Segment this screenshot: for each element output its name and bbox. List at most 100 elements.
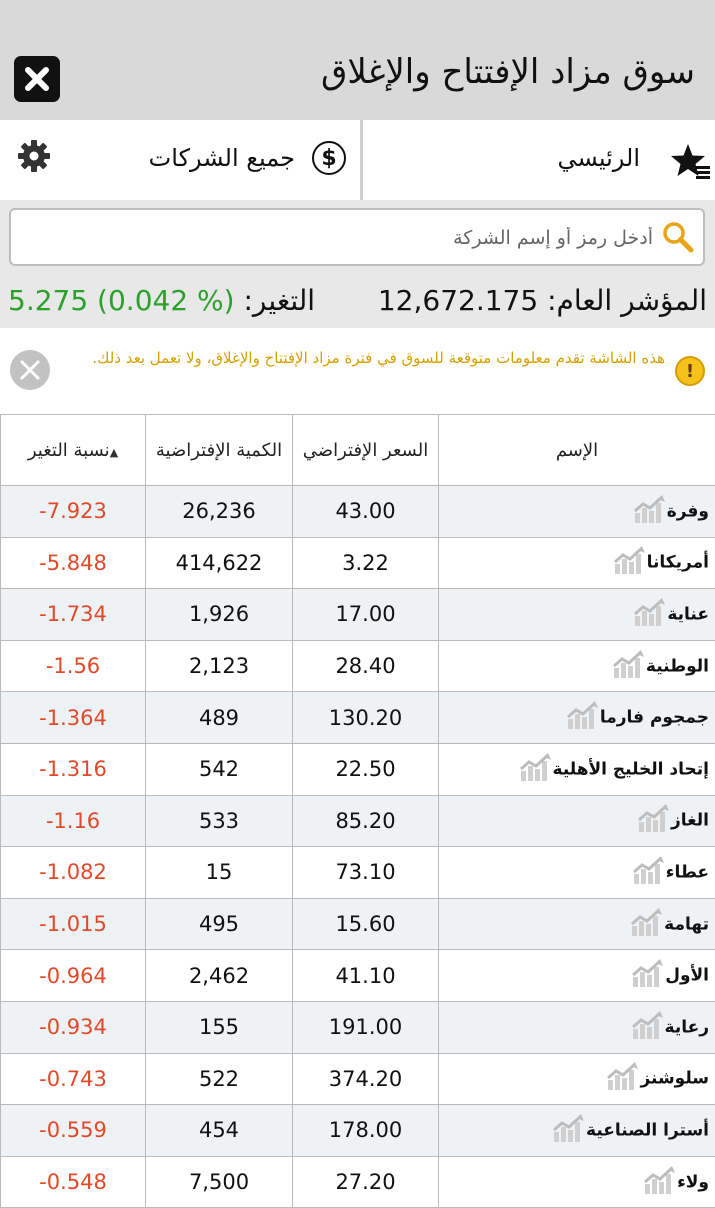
chart-icon[interactable] (631, 1009, 665, 1046)
chart-icon[interactable] (606, 1060, 640, 1097)
nav-divider (360, 120, 363, 200)
company-name: الوطنية (646, 656, 709, 676)
price-cell: 17.00 (293, 589, 439, 641)
name-cell: عطاء (439, 847, 715, 899)
qty-cell: 2,462 (146, 950, 293, 1002)
change-cell: -0.559 (1, 1105, 146, 1157)
chart-icon[interactable] (613, 544, 647, 581)
name-cell: إتحاد الخليج الأهلية (439, 743, 715, 795)
chart-icon[interactable] (552, 1112, 586, 1149)
chart-icon[interactable] (630, 906, 664, 943)
dismiss-notice-button[interactable] (10, 350, 50, 390)
company-name: الغاز (671, 811, 709, 831)
gear-icon[interactable] (16, 138, 52, 178)
name-cell: جمجوم فارما (439, 692, 715, 744)
header-change-label: نسبة التغير (28, 440, 110, 461)
change-cell: -1.364 (1, 692, 146, 744)
name-cell: أمريكانا (439, 537, 715, 589)
index-summary: المؤشر العام: 12,672.175 التغير: 5.275 (… (0, 272, 715, 328)
qty-cell: 454 (146, 1105, 293, 1157)
qty-cell: 489 (146, 692, 293, 744)
price-cell: 191.00 (293, 1001, 439, 1053)
chart-icon[interactable] (633, 493, 667, 530)
qty-cell: 7,500 (146, 1156, 293, 1208)
search-box (9, 208, 705, 266)
header-name[interactable]: الإسم (439, 415, 715, 486)
general-index: المؤشر العام: 12,672.175 (378, 284, 707, 317)
table-header-row: نسبة التغير▲ الكمية الإفتراضية السعر الإ… (1, 415, 715, 486)
dollar-icon: $ (312, 141, 346, 175)
tab-all-companies[interactable]: جميع الشركات $ (0, 120, 358, 200)
header-price[interactable]: السعر الإفتراضي (293, 415, 439, 486)
change-cell: -1.015 (1, 898, 146, 950)
change-cell: -1.082 (1, 847, 146, 899)
chart-icon[interactable] (643, 1164, 677, 1201)
close-button[interactable] (14, 56, 60, 102)
price-cell: 130.20 (293, 692, 439, 744)
header-change[interactable]: نسبة التغير▲ (1, 415, 146, 486)
qty-cell: 155 (146, 1001, 293, 1053)
name-cell: عناية (439, 589, 715, 641)
name-cell: رعاية (439, 1001, 715, 1053)
chart-icon[interactable] (519, 751, 553, 788)
qty-cell: 2,123 (146, 640, 293, 692)
close-icon (23, 65, 51, 93)
index-change: التغير: 5.275 (0.042 %) (8, 284, 315, 317)
company-name: ولاء (677, 1172, 709, 1192)
company-name: عطاء (666, 862, 709, 882)
index-label: المؤشر العام: (547, 284, 707, 317)
chart-icon[interactable] (566, 699, 600, 736)
sort-up-icon: ▲ (110, 446, 118, 459)
price-cell: 22.50 (293, 743, 439, 795)
chart-icon[interactable] (633, 596, 667, 633)
chart-icon[interactable] (631, 957, 665, 994)
price-cell: 27.20 (293, 1156, 439, 1208)
search-icon[interactable] (661, 220, 695, 258)
price-cell: 178.00 (293, 1105, 439, 1157)
price-cell: 3.22 (293, 537, 439, 589)
price-cell: 85.20 (293, 795, 439, 847)
price-cell: 43.00 (293, 486, 439, 538)
name-cell: الوطنية (439, 640, 715, 692)
company-name: أسترا الصناعية (586, 1120, 709, 1140)
chart-icon[interactable] (637, 802, 671, 839)
change-cell: -1.16 (1, 795, 146, 847)
star-list-icon (670, 142, 712, 186)
change-cell: -7.923 (1, 486, 146, 538)
qty-cell: 533 (146, 795, 293, 847)
company-name: رعاية (665, 1017, 709, 1037)
chart-icon[interactable] (632, 854, 666, 891)
chart-icon[interactable] (612, 648, 646, 685)
name-cell: الأول (439, 950, 715, 1002)
change-value: 5.275 (0.042 %) (8, 284, 235, 317)
company-name: تهامة (664, 914, 709, 934)
change-cell: -0.964 (1, 950, 146, 1002)
change-cell: -1.316 (1, 743, 146, 795)
company-name: عناية (667, 604, 709, 624)
name-cell: وفرة (439, 486, 715, 538)
company-name: جمجوم فارما (600, 708, 709, 728)
header-qty[interactable]: الكمية الإفتراضية (146, 415, 293, 486)
tab-main[interactable]: الرئيسي (365, 120, 715, 200)
change-cell: -5.848 (1, 537, 146, 589)
qty-cell: 414,622 (146, 537, 293, 589)
change-cell: -0.548 (1, 1156, 146, 1208)
qty-cell: 522 (146, 1053, 293, 1105)
notice-banner: ! هذه الشاشة تقدم معلومات متوقعة للسوق ف… (0, 342, 715, 408)
company-name: الأول (665, 966, 709, 986)
search-input[interactable] (51, 220, 655, 256)
